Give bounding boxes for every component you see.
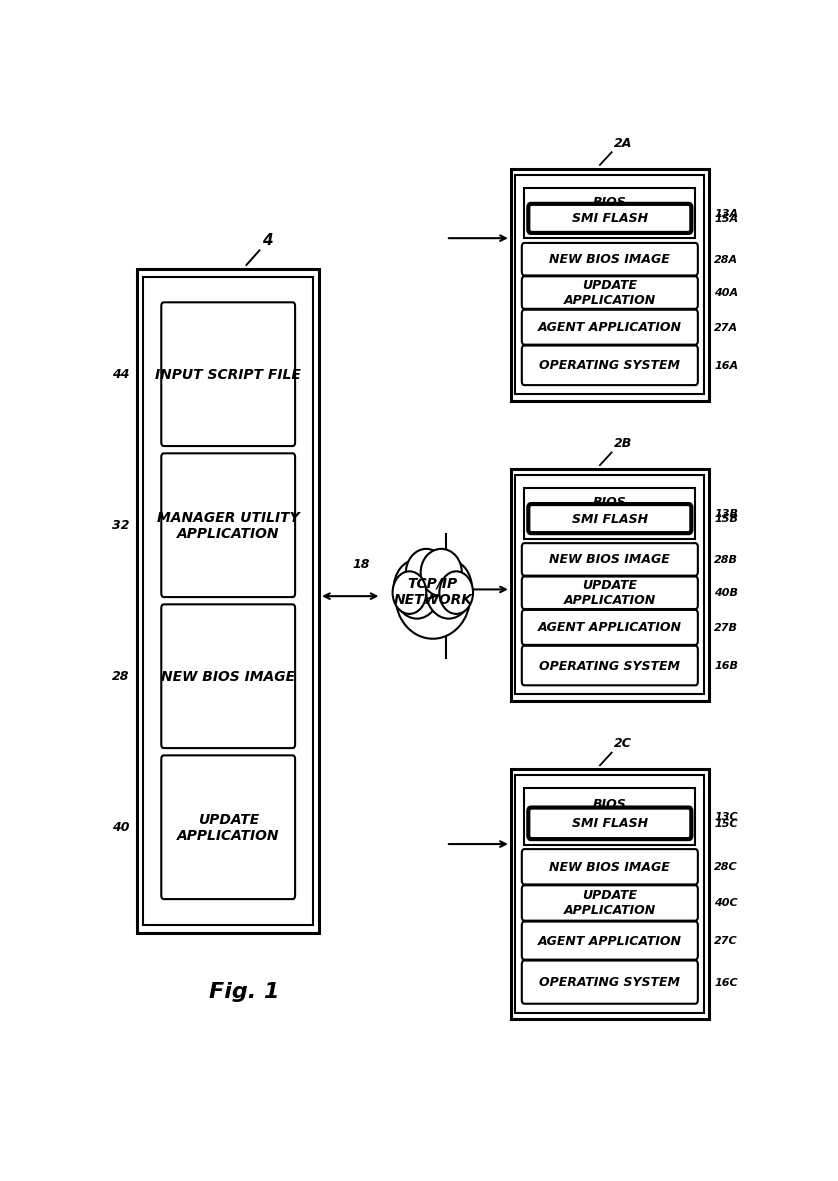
Text: SMI FLASH: SMI FLASH xyxy=(572,513,648,526)
Text: 44: 44 xyxy=(112,368,129,381)
Text: AGENT APPLICATION: AGENT APPLICATION xyxy=(538,321,681,334)
Text: 28: 28 xyxy=(112,670,129,683)
Text: 16A: 16A xyxy=(714,360,738,371)
Text: 16B: 16B xyxy=(714,660,738,671)
Ellipse shape xyxy=(439,572,473,614)
Bar xyxy=(510,169,709,400)
Text: 13C: 13C xyxy=(714,811,737,822)
FancyBboxPatch shape xyxy=(522,646,698,685)
FancyBboxPatch shape xyxy=(522,921,698,960)
Text: 15C: 15C xyxy=(714,818,737,828)
FancyBboxPatch shape xyxy=(522,346,698,385)
Bar xyxy=(525,188,695,239)
Text: OPERATING SYSTEM: OPERATING SYSTEM xyxy=(539,976,680,988)
Ellipse shape xyxy=(394,560,440,619)
Text: 27B: 27B xyxy=(714,622,738,633)
Text: SMI FLASH: SMI FLASH xyxy=(572,817,648,830)
Text: 15B: 15B xyxy=(714,514,738,524)
Text: MANAGER UTILITY
APPLICATION: MANAGER UTILITY APPLICATION xyxy=(157,510,299,541)
FancyBboxPatch shape xyxy=(161,756,295,899)
Text: 4: 4 xyxy=(262,233,272,248)
FancyBboxPatch shape xyxy=(522,611,698,645)
Text: UPDATE
APPLICATION: UPDATE APPLICATION xyxy=(564,279,656,307)
Text: 27C: 27C xyxy=(714,935,737,946)
Text: OPERATING SYSTEM: OPERATING SYSTEM xyxy=(539,659,680,672)
Text: NEW BIOS IMAGE: NEW BIOS IMAGE xyxy=(550,253,670,266)
Text: 2B: 2B xyxy=(614,437,633,450)
Bar xyxy=(515,476,704,694)
Ellipse shape xyxy=(425,560,472,619)
Text: NEW BIOS IMAGE: NEW BIOS IMAGE xyxy=(161,670,295,684)
Text: 15A: 15A xyxy=(714,214,738,223)
Text: 13B: 13B xyxy=(714,509,738,518)
Ellipse shape xyxy=(396,554,470,639)
FancyBboxPatch shape xyxy=(528,504,691,534)
Text: 16C: 16C xyxy=(714,977,737,987)
FancyBboxPatch shape xyxy=(522,543,698,576)
FancyBboxPatch shape xyxy=(522,576,698,609)
Bar xyxy=(143,278,313,925)
Text: AGENT APPLICATION: AGENT APPLICATION xyxy=(538,621,681,634)
Text: TCP/IP
NETWORK: TCP/IP NETWORK xyxy=(393,576,473,607)
Text: 28C: 28C xyxy=(714,862,737,872)
FancyBboxPatch shape xyxy=(161,302,295,446)
Text: NEW BIOS IMAGE: NEW BIOS IMAGE xyxy=(550,553,670,566)
FancyBboxPatch shape xyxy=(161,605,295,749)
Text: UPDATE
APPLICATION: UPDATE APPLICATION xyxy=(564,889,656,918)
Bar xyxy=(137,269,319,933)
Text: 27A: 27A xyxy=(714,322,738,333)
Ellipse shape xyxy=(421,549,462,596)
Text: BIOS: BIOS xyxy=(592,797,627,810)
Text: 18: 18 xyxy=(352,557,370,570)
Text: 40A: 40A xyxy=(714,288,738,298)
FancyBboxPatch shape xyxy=(522,276,698,309)
Text: 2C: 2C xyxy=(614,737,632,750)
Text: BIOS: BIOS xyxy=(592,196,627,209)
Bar xyxy=(515,175,704,394)
FancyBboxPatch shape xyxy=(528,808,691,840)
Bar xyxy=(515,776,704,1013)
Bar xyxy=(525,488,695,539)
Bar xyxy=(510,769,709,1019)
Bar xyxy=(525,788,695,844)
Text: 28A: 28A xyxy=(714,255,738,265)
Bar xyxy=(510,469,709,702)
Text: NEW BIOS IMAGE: NEW BIOS IMAGE xyxy=(550,861,670,874)
Text: BIOS: BIOS xyxy=(592,496,627,509)
FancyBboxPatch shape xyxy=(161,454,295,598)
Ellipse shape xyxy=(392,572,427,614)
FancyBboxPatch shape xyxy=(522,243,698,276)
Text: UPDATE
APPLICATION: UPDATE APPLICATION xyxy=(177,813,279,842)
Text: 28B: 28B xyxy=(714,555,738,565)
Ellipse shape xyxy=(406,549,447,599)
Text: INPUT SCRIPT FILE: INPUT SCRIPT FILE xyxy=(155,367,301,381)
Text: SMI FLASH: SMI FLASH xyxy=(572,213,648,226)
Text: UPDATE
APPLICATION: UPDATE APPLICATION xyxy=(564,579,656,607)
Text: 13A: 13A xyxy=(714,208,738,218)
Text: 40C: 40C xyxy=(714,898,737,908)
FancyBboxPatch shape xyxy=(522,311,698,345)
Text: AGENT APPLICATION: AGENT APPLICATION xyxy=(538,934,681,947)
FancyBboxPatch shape xyxy=(522,849,698,885)
Text: 40B: 40B xyxy=(714,588,738,598)
Text: 2A: 2A xyxy=(614,137,633,150)
FancyBboxPatch shape xyxy=(522,960,698,1004)
Text: OPERATING SYSTEM: OPERATING SYSTEM xyxy=(539,359,680,372)
Text: Fig. 1: Fig. 1 xyxy=(210,981,280,1001)
FancyBboxPatch shape xyxy=(522,886,698,921)
Text: 40: 40 xyxy=(112,821,129,834)
FancyBboxPatch shape xyxy=(528,204,691,234)
Text: 32: 32 xyxy=(112,518,129,531)
